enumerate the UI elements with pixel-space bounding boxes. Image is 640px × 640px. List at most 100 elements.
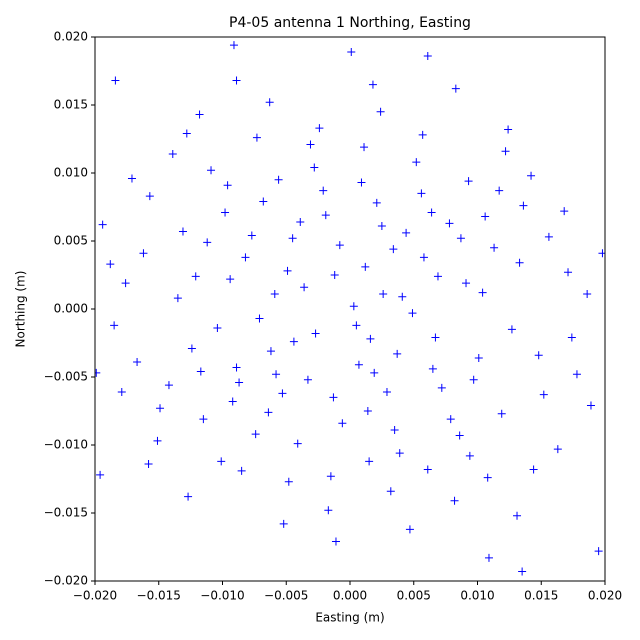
point — [490, 243, 499, 252]
point — [352, 321, 361, 330]
point — [464, 177, 473, 186]
point — [354, 360, 363, 369]
point — [519, 201, 528, 210]
point — [390, 426, 399, 435]
point — [207, 166, 216, 175]
point — [478, 288, 487, 297]
point — [251, 430, 260, 439]
point — [168, 149, 177, 158]
point — [437, 383, 446, 392]
point — [319, 186, 328, 195]
point — [567, 333, 576, 342]
point — [335, 241, 344, 250]
point — [423, 52, 432, 61]
point — [386, 487, 395, 496]
point — [376, 107, 385, 116]
point — [96, 470, 105, 479]
point — [412, 158, 421, 167]
x-tick-label: 0.020 — [588, 589, 622, 603]
point — [370, 368, 379, 377]
point — [156, 404, 165, 413]
point — [427, 208, 436, 217]
point — [324, 506, 333, 515]
point — [564, 268, 573, 277]
point — [283, 266, 292, 275]
point — [365, 457, 374, 466]
x-tick-label: −0.015 — [137, 589, 181, 603]
point — [252, 133, 261, 142]
point — [469, 375, 478, 384]
point — [191, 272, 200, 281]
point — [518, 567, 527, 576]
y-tick-label: 0.005 — [54, 234, 88, 248]
point — [481, 212, 490, 221]
point — [455, 431, 464, 440]
point — [213, 324, 222, 333]
point — [572, 370, 581, 379]
y-tick-label: −0.020 — [44, 574, 88, 588]
point — [184, 492, 193, 501]
point — [265, 98, 274, 107]
point — [164, 381, 173, 390]
point — [347, 47, 356, 56]
point — [451, 84, 460, 93]
x-tick-label: 0.005 — [397, 589, 431, 603]
point — [241, 253, 250, 262]
point — [303, 375, 312, 384]
point — [382, 387, 391, 396]
point — [366, 334, 375, 343]
point — [501, 147, 510, 156]
point — [226, 275, 235, 284]
point — [419, 253, 428, 262]
point — [145, 192, 154, 201]
point — [379, 290, 388, 299]
point — [586, 401, 595, 410]
point — [229, 41, 238, 50]
point — [111, 76, 120, 85]
point — [377, 222, 386, 231]
point — [311, 329, 320, 338]
point — [264, 408, 273, 417]
point — [232, 76, 241, 85]
y-tick-label: −0.015 — [44, 506, 88, 520]
point — [529, 465, 538, 474]
y-axis-label: Northing (m) — [14, 271, 28, 348]
x-axis-label: Easting (m) — [315, 611, 384, 625]
x-tick-label: −0.005 — [264, 589, 308, 603]
point — [513, 511, 522, 520]
point — [402, 228, 411, 237]
point — [255, 314, 264, 323]
point — [195, 110, 204, 119]
point — [527, 171, 536, 180]
point — [338, 419, 347, 428]
point — [495, 186, 504, 195]
y-tick-label: −0.010 — [44, 438, 88, 452]
point — [483, 473, 492, 482]
point — [368, 80, 377, 89]
point — [173, 294, 182, 303]
point — [259, 197, 268, 206]
point — [544, 232, 553, 241]
point — [274, 175, 283, 184]
point — [363, 407, 372, 415]
point — [117, 387, 126, 396]
point — [178, 227, 187, 236]
point — [228, 397, 237, 406]
point — [288, 234, 297, 243]
point — [187, 344, 196, 353]
point — [594, 547, 603, 556]
point — [300, 283, 309, 292]
point — [306, 140, 315, 149]
point — [278, 389, 287, 398]
point — [433, 272, 442, 281]
point — [266, 347, 275, 356]
y-tick-label: 0.000 — [54, 302, 88, 316]
point — [203, 238, 212, 247]
point — [560, 207, 569, 216]
point — [221, 208, 230, 217]
points — [95, 41, 605, 576]
point — [484, 553, 493, 562]
point — [106, 260, 115, 269]
point — [395, 449, 404, 458]
